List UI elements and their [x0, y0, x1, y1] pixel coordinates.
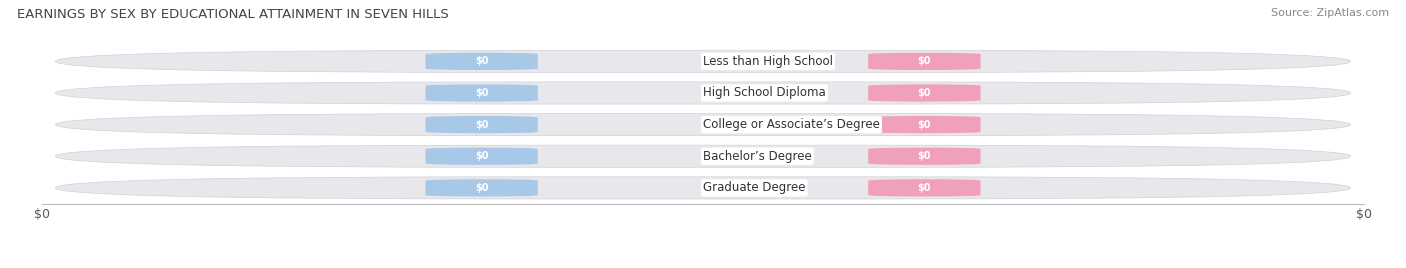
Text: $0: $0	[918, 88, 931, 98]
Text: $0: $0	[918, 183, 931, 193]
FancyBboxPatch shape	[426, 148, 537, 165]
Text: College or Associate’s Degree: College or Associate’s Degree	[703, 118, 880, 131]
Text: $0: $0	[475, 120, 488, 130]
Text: $0: $0	[918, 56, 931, 66]
FancyBboxPatch shape	[55, 145, 1351, 167]
FancyBboxPatch shape	[55, 82, 1351, 104]
Text: $0: $0	[475, 151, 488, 161]
Text: $0: $0	[475, 183, 488, 193]
FancyBboxPatch shape	[426, 179, 537, 196]
FancyBboxPatch shape	[868, 53, 980, 70]
Text: Graduate Degree: Graduate Degree	[703, 181, 806, 194]
Text: $0: $0	[918, 120, 931, 130]
FancyBboxPatch shape	[55, 177, 1351, 199]
Text: EARNINGS BY SEX BY EDUCATIONAL ATTAINMENT IN SEVEN HILLS: EARNINGS BY SEX BY EDUCATIONAL ATTAINMEN…	[17, 8, 449, 21]
FancyBboxPatch shape	[426, 53, 537, 70]
FancyBboxPatch shape	[868, 179, 980, 196]
FancyBboxPatch shape	[55, 114, 1351, 136]
Text: High School Diploma: High School Diploma	[703, 87, 825, 99]
Text: $0: $0	[475, 56, 488, 66]
Text: Bachelor’s Degree: Bachelor’s Degree	[703, 150, 811, 163]
Text: $0: $0	[475, 88, 488, 98]
FancyBboxPatch shape	[868, 148, 980, 165]
FancyBboxPatch shape	[868, 116, 980, 133]
FancyBboxPatch shape	[868, 84, 980, 102]
FancyBboxPatch shape	[55, 50, 1351, 72]
Text: Less than High School: Less than High School	[703, 55, 832, 68]
FancyBboxPatch shape	[426, 116, 537, 133]
FancyBboxPatch shape	[426, 84, 537, 102]
Text: $0: $0	[918, 151, 931, 161]
Text: Source: ZipAtlas.com: Source: ZipAtlas.com	[1271, 8, 1389, 18]
